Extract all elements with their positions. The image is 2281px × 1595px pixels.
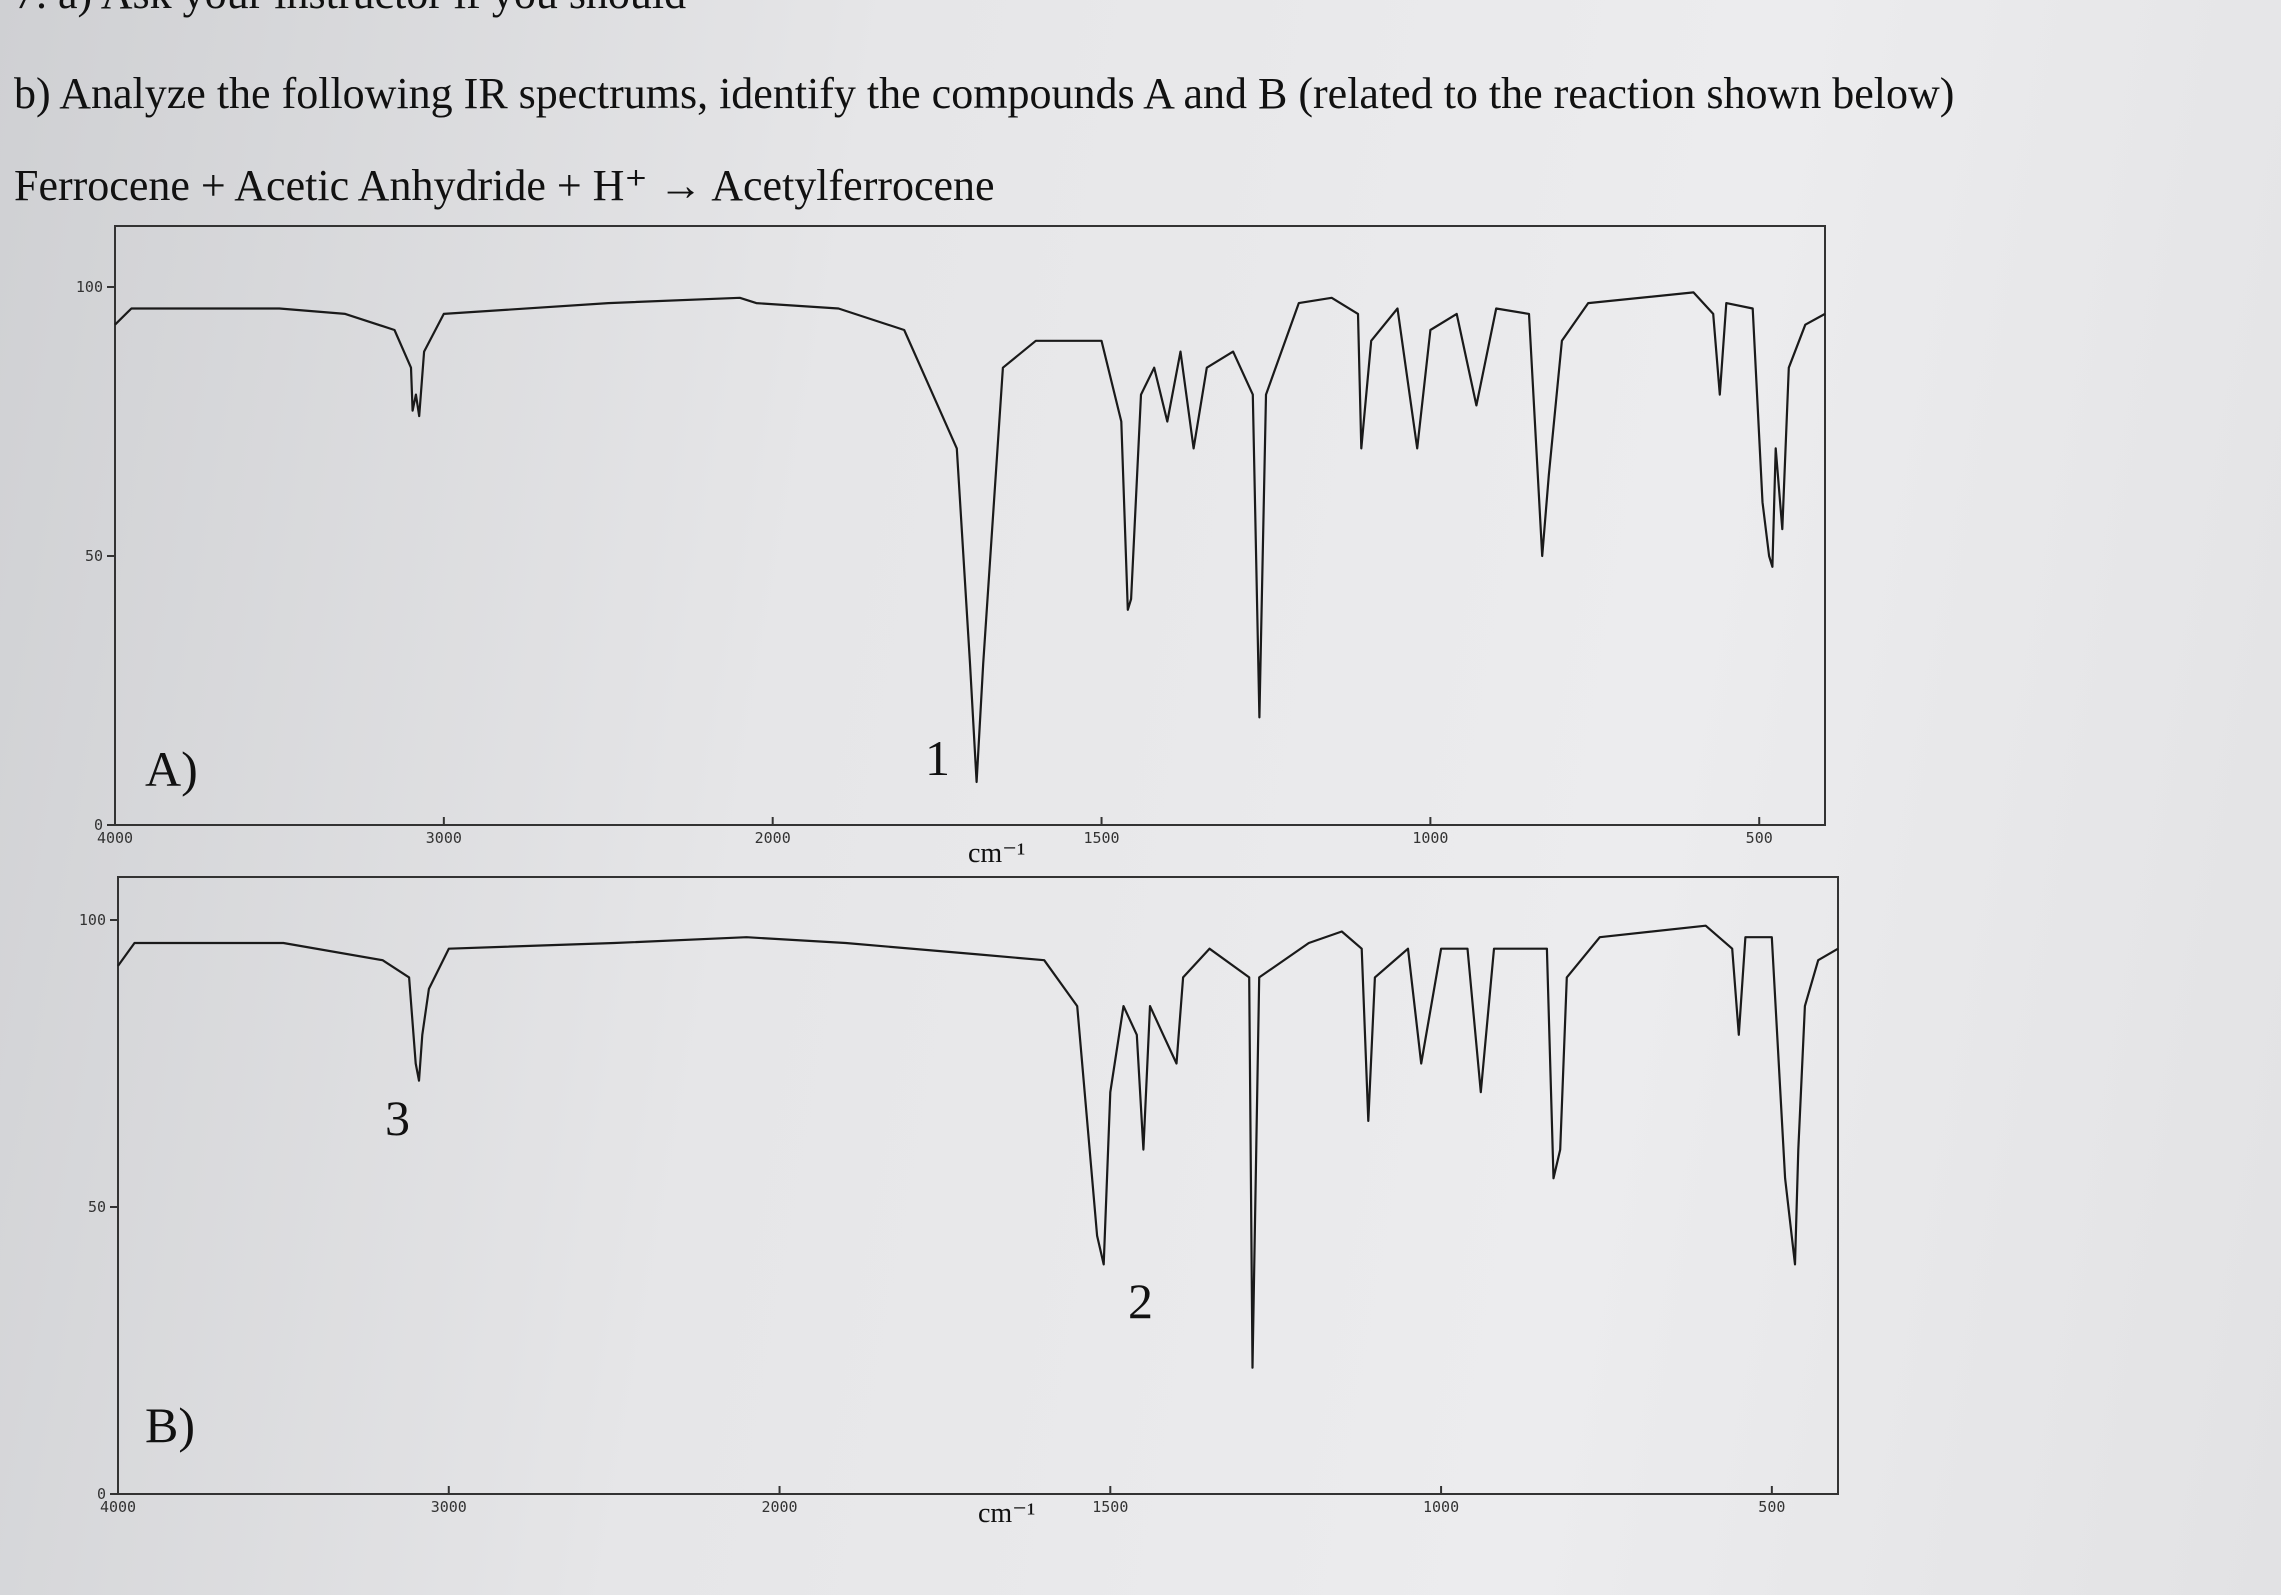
spectrum-line [117, 924, 1839, 1369]
peak-annotation: 2 [1128, 1273, 1153, 1329]
x-tick-label: 1000 [1423, 1498, 1459, 1516]
spectrum-line [114, 291, 1826, 784]
x-tick-label: 1500 [1092, 1498, 1128, 1516]
question-b: b) Analyze the following IR spectrums, i… [14, 69, 1954, 118]
y-tick-label: 0 [94, 816, 103, 834]
spectrum-label: B) [145, 1397, 195, 1453]
x-tick-label: 4000 [100, 1498, 136, 1516]
x-axis-label: cm⁻¹ [968, 838, 1025, 869]
plot-frame [114, 225, 1826, 826]
x-tick-label: 500 [1746, 829, 1773, 847]
plot-frame [117, 876, 1839, 1495]
spectrum-label: A) [145, 741, 198, 797]
x-tick-label: 4000 [97, 829, 133, 847]
x-tick-label: 1500 [1083, 829, 1119, 847]
y-tick-label: 50 [88, 1198, 106, 1216]
x-axis-label: cm⁻¹ [978, 1498, 1035, 1529]
x-tick-label: 3000 [426, 829, 462, 847]
x-tick-label: 3000 [431, 1498, 467, 1516]
peak-annotation: 1 [925, 730, 950, 786]
x-tick-label: 2000 [761, 1498, 797, 1516]
y-tick-label: 100 [79, 911, 106, 929]
reaction: Ferrocene + Acetic Anhydride + H⁺ → Acet… [14, 161, 995, 210]
y-tick-label: 50 [85, 547, 103, 565]
y-tick-label: 0 [97, 1485, 106, 1503]
x-tick-label: 1000 [1412, 829, 1448, 847]
x-tick-label: 500 [1758, 1498, 1785, 1516]
y-tick-label: 100 [76, 278, 103, 296]
peak-annotation: 3 [385, 1090, 410, 1146]
x-tick-label: 2000 [755, 829, 791, 847]
question-a: 7. a) Ask your instructor if you should [14, 0, 686, 18]
